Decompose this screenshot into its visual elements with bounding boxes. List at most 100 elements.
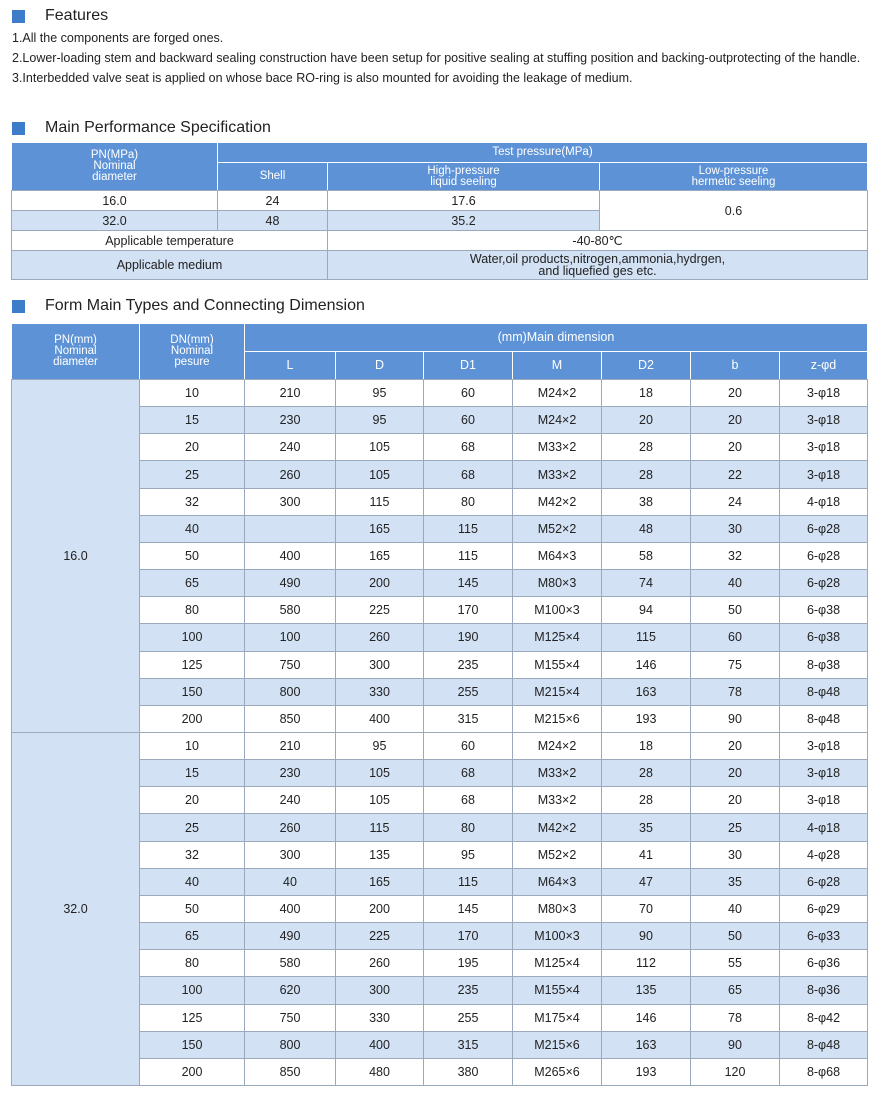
cell-text: 100 [181,983,203,998]
table-cell: 190 [423,623,513,652]
cell-text: 255 [457,684,479,699]
cell-text: 400 [279,548,301,563]
header-cell: Low-pressure hermetic seeling [599,162,868,191]
table-cell: 225 [335,922,424,951]
cell-text: 580 [279,956,301,971]
table-cell: 115 [423,541,513,571]
cell-text: and liquefied ges etc. [538,264,657,278]
table-cell: 32 [690,541,780,571]
cell-text: M42×2 [537,820,577,835]
table-cell: M100×3 [512,596,602,625]
table-cell: 3-φ18 [779,460,868,489]
table-cell: 100 [244,623,336,652]
header-cell: Test pressure(MPa) [217,142,868,163]
cell-text: 55 [728,956,742,971]
table-cell: 163 [601,677,691,706]
table-cell: 60 [423,406,513,435]
table-cell: 75 [690,650,780,679]
table-cell: 380 [423,1057,513,1086]
cell-text: 50 [728,603,742,618]
cell-text: 94 [639,603,653,618]
header-cell: D [335,351,424,380]
cell-text: 90 [639,929,653,944]
cell-text: 70 [639,901,653,916]
table-cell: M64×3 [512,867,602,896]
table-cell: 38 [601,487,691,516]
table-cell: 50 [690,596,780,625]
cell-text: 68 [461,440,475,455]
table-cell: 112 [601,949,691,978]
table-cell: 3-φ18 [779,759,868,788]
table-cell: 200 [335,894,424,924]
table-cell: 260 [244,460,336,489]
cell-text: 200 [181,1064,203,1079]
header-cell: High-pressure liquid seeling [327,162,600,191]
cell-text: 750 [279,1010,301,1025]
table-cell: 8-φ38 [779,650,868,679]
table-cell: 400 [244,541,336,571]
table-cell: 315 [423,1030,513,1059]
cell-text: 105 [369,440,390,455]
cell-text: Applicable temperature [105,233,234,248]
cell-text: M33×2 [537,766,577,781]
cell-text: 230 [279,766,301,781]
table-cell: 6-φ28 [779,541,868,571]
table-cell: 120 [690,1057,780,1086]
cell-text: 6-φ28 [806,874,841,889]
table-cell: 330 [335,677,424,706]
cell-text: 210 [279,739,301,754]
cell-text: 315 [457,711,479,726]
cell-text: 800 [279,684,301,699]
table-cell: 193 [601,1057,691,1086]
cell-text: 60 [461,413,475,428]
cell-text: 240 [279,793,301,808]
cell-text: 32 [185,494,199,509]
cell-text: 200 [181,711,203,726]
table-cell: 95 [335,732,424,761]
table-cell: 800 [244,677,336,706]
cell-text: 6-φ28 [806,521,841,536]
table-cell: 24 [217,190,328,211]
cell-text: 190 [457,630,479,645]
table-cell: M80×3 [512,894,602,924]
cell-text: 315 [457,1037,479,1052]
cell-text: 115 [369,494,390,509]
cell-text: 40 [185,874,199,889]
table-cell: 230 [244,759,336,788]
table-cell: Water,oil products,nitrogen,ammonia,hydr… [327,250,868,280]
table-cell: 8-φ48 [779,1030,868,1059]
cell-text: pesure [174,356,210,368]
table-cell: 3-φ18 [779,406,868,435]
cell-text: 30 [728,847,742,862]
table-cell: 6-φ38 [779,623,868,652]
table-cell: 32.0 [11,210,218,231]
cell-text: L [286,358,294,372]
cell-text: 3-φ18 [806,766,841,781]
table-cell: 74 [601,569,691,598]
cell-text: 60 [461,739,475,754]
header-cell: M [512,351,602,380]
cell-text: 38 [639,494,653,509]
cell-text: 90 [728,1037,742,1052]
table-cell: 100 [139,976,245,1005]
table-cell: 10 [139,379,245,408]
table-cell: 400 [335,1030,424,1059]
table-cell: 100 [139,623,245,652]
table-cell: 24 [690,487,780,516]
header-cell: b [690,351,780,380]
table-cell: 30 [690,514,780,543]
cell-text: 100 [279,630,301,645]
cell-text: 40 [185,521,199,536]
table-cell: M24×2 [512,406,602,435]
cell-text: 300 [279,494,301,509]
table-cell: 35 [690,867,780,896]
cell-text: M155×4 [534,983,580,998]
table-cell: 78 [690,1003,780,1032]
table-cell: 32 [139,487,245,516]
cell-text: 20 [185,793,199,808]
cell-text: 8-φ48 [806,1037,841,1052]
cell-text: 330 [369,684,390,699]
cell-text: 32.0 [63,902,88,916]
table-cell: M215×4 [512,677,602,706]
